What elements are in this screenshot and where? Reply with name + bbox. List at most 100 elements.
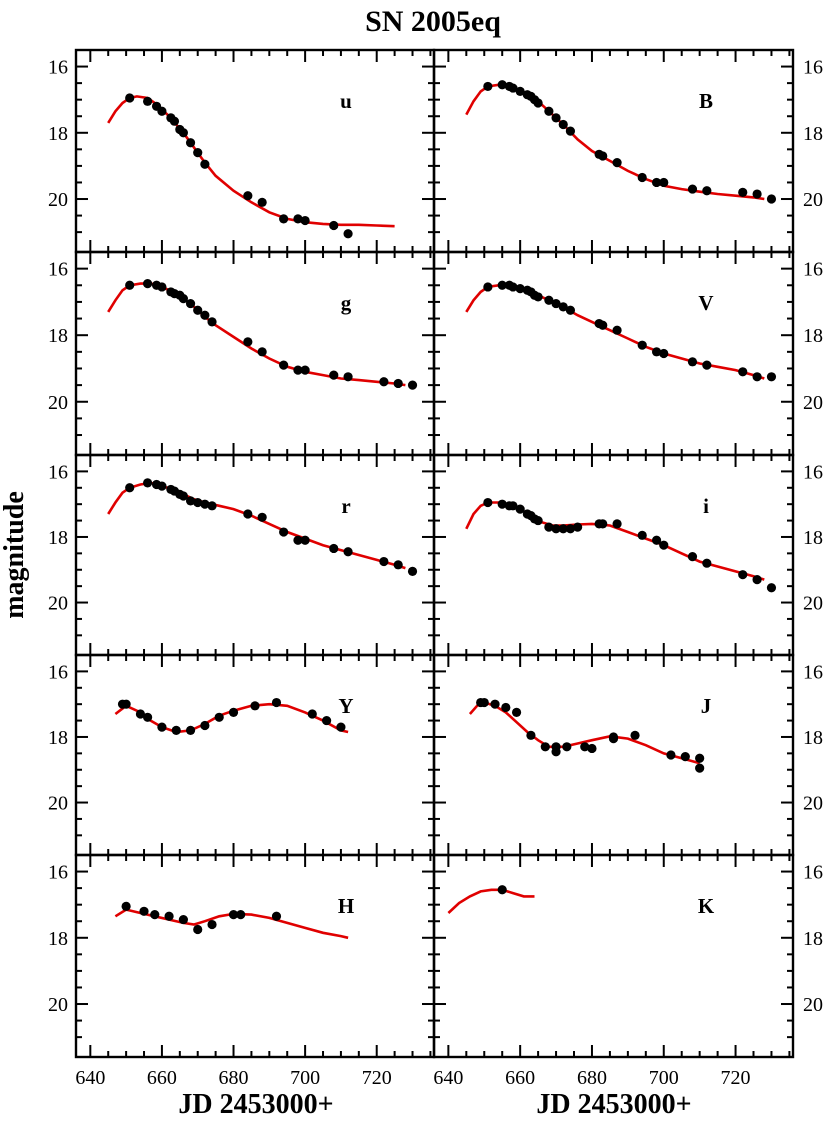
data-point-i [702, 558, 712, 568]
data-point-g [300, 365, 310, 375]
data-point-K [497, 885, 507, 895]
data-point-J [551, 747, 561, 757]
data-point-B [752, 189, 762, 199]
data-point-J [490, 699, 500, 709]
band-label-B: B [699, 89, 713, 113]
x-tick-label: 700 [290, 1067, 320, 1089]
data-point-g [178, 293, 188, 304]
data-point-g [243, 337, 253, 347]
data-point-u [125, 93, 135, 103]
data-point-H [139, 906, 149, 916]
x-tick-label: 640 [433, 1067, 463, 1089]
data-point-g [407, 380, 418, 390]
data-point-H [121, 901, 131, 911]
data-point-Y [121, 699, 131, 709]
fit-curve-i [465, 501, 765, 581]
y-tick-label: 18 [48, 325, 68, 347]
data-point-r [143, 478, 153, 488]
panel-frame [432, 453, 795, 657]
data-point-J [580, 742, 590, 752]
data-point-i [651, 535, 662, 545]
data-point-Y [200, 720, 210, 731]
y-tick-label: 18 [803, 928, 823, 950]
data-point-B [651, 177, 662, 188]
data-point-u [300, 215, 310, 226]
band-label-H: H [338, 894, 354, 918]
y-tick-label: 20 [803, 994, 823, 1016]
data-point-Y [336, 722, 346, 732]
data-point-J [511, 707, 522, 717]
data-point-i [515, 504, 525, 514]
data-point-V [533, 292, 543, 302]
band-label-K: K [698, 894, 715, 918]
data-point-u [178, 128, 188, 138]
y-tick-label: 18 [48, 928, 68, 950]
panel-K: 16 18 20 640 660 680 700 720 K [432, 853, 823, 1089]
data-point-B [659, 177, 669, 188]
data-point-V [651, 347, 662, 357]
data-point-B [551, 113, 561, 123]
panel-frame [432, 653, 795, 857]
data-point-i [551, 524, 561, 534]
data-point-Y [214, 712, 224, 722]
data-point-g [393, 378, 403, 389]
panel-J: 16 18 20 J [432, 653, 823, 857]
data-point-u [193, 148, 203, 158]
data-point-r [157, 481, 167, 491]
data-point-r [300, 535, 310, 545]
data-point-g [200, 310, 210, 320]
data-point-r [393, 560, 403, 570]
data-point-B [687, 184, 698, 194]
y-tick-label: 20 [803, 793, 823, 815]
band-label-i: i [703, 494, 709, 518]
data-point-i [738, 570, 748, 580]
fit-curve-r [107, 481, 406, 570]
data-point-i [483, 497, 493, 508]
panel-r: 16 18 20 r [48, 453, 436, 657]
panel-frame [74, 48, 436, 254]
data-point-u [143, 96, 153, 106]
x-axis-title-right: JD 2453000+ [536, 1089, 691, 1120]
data-point-Y [271, 697, 282, 708]
y-tick-label: 20 [803, 189, 823, 211]
band-label-u: u [340, 89, 352, 113]
y-tick-label: 16 [803, 862, 823, 884]
data-point-u [185, 138, 196, 148]
data-point-u [293, 214, 303, 224]
data-point-B [738, 187, 748, 197]
data-point-B [766, 194, 777, 204]
data-point-H [236, 910, 246, 920]
data-point-i [752, 574, 762, 585]
data-point-g [157, 282, 167, 292]
data-point-i [497, 499, 507, 509]
y-tick-label: 20 [48, 189, 68, 211]
y-tick-label: 16 [48, 661, 68, 683]
data-point-g [293, 365, 303, 375]
data-point-Y [185, 725, 196, 736]
x-tick-label: 660 [505, 1067, 535, 1089]
y-tick-label: 20 [803, 593, 823, 615]
data-point-J [501, 702, 511, 713]
x-tick-label: 680 [577, 1067, 607, 1089]
data-point-r [257, 512, 267, 522]
panel-Y: 16 18 20 Y [48, 653, 436, 857]
data-point-Y [157, 722, 167, 732]
data-point-i [508, 501, 518, 511]
data-point-g [379, 377, 389, 387]
data-point-i [687, 552, 698, 562]
y-tick-label: 16 [48, 862, 68, 884]
data-point-H [271, 911, 282, 921]
data-point-J [695, 763, 705, 773]
data-point-B [565, 126, 576, 136]
data-point-B [637, 172, 647, 183]
data-point-B [612, 157, 622, 168]
y-tick-label: 18 [803, 325, 823, 347]
y-tick-label: 20 [48, 793, 68, 815]
data-point-r [407, 566, 418, 576]
band-label-g: g [341, 291, 352, 315]
data-point-J [526, 730, 536, 740]
band-label-V: V [698, 291, 713, 315]
data-point-V [508, 282, 518, 292]
band-label-Y: Y [338, 694, 353, 718]
data-point-B [497, 80, 507, 90]
